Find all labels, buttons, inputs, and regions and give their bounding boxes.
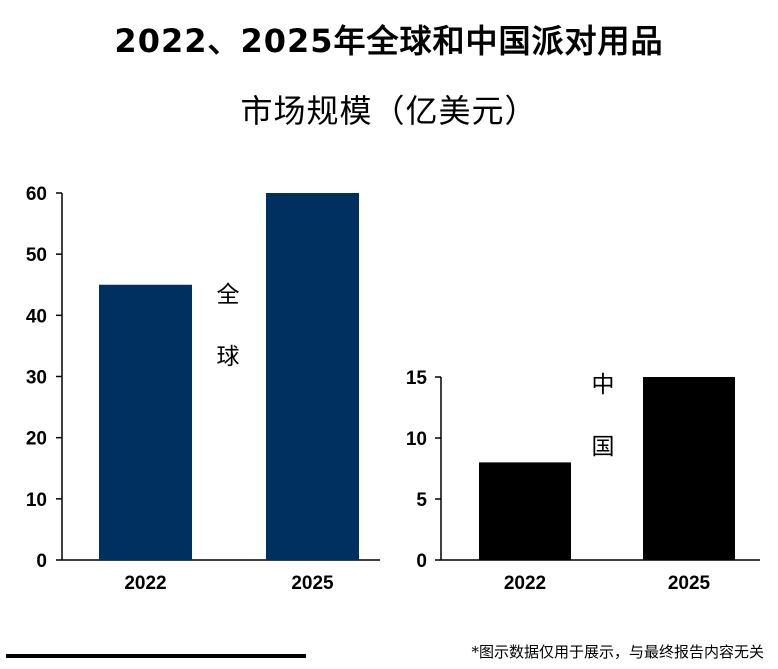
panel-1-y-tick-label: 10 bbox=[26, 490, 47, 511]
panel-1-bar bbox=[266, 193, 359, 560]
footer-divider bbox=[6, 654, 306, 658]
panel-1-y-tick-label: 60 bbox=[26, 184, 47, 205]
panel-2-series-label-char: 中 bbox=[592, 372, 615, 398]
footnote: *图示数据仅用于展示，与最终报告内容无关 bbox=[471, 643, 764, 661]
panel-1-y-tick-label: 40 bbox=[26, 306, 47, 327]
chart-title-line2: 市场规模（亿美元） bbox=[240, 92, 538, 130]
panel-1-series-label-char: 球 bbox=[217, 344, 240, 370]
panel-2-x-tick-label: 2022 bbox=[504, 573, 546, 594]
panel-1-y-tick-label: 20 bbox=[26, 429, 47, 450]
panel-2-y-tick-label: 0 bbox=[416, 551, 427, 572]
panel-1-y-tick-label: 50 bbox=[26, 245, 47, 266]
panel-2-y-tick-label: 15 bbox=[406, 368, 428, 389]
panel-2-y-tick-label: 5 bbox=[416, 490, 427, 511]
panel-1-x-tick-label: 2025 bbox=[291, 573, 334, 594]
panel-1-x-tick-label: 2022 bbox=[124, 573, 166, 594]
panel-1-bar bbox=[99, 284, 192, 560]
panel-2-bar bbox=[643, 377, 735, 560]
panel-2-y-tick-label: 10 bbox=[406, 429, 427, 450]
panel-2-series-label-char: 国 bbox=[592, 434, 615, 460]
panel-1-y-tick-label: 30 bbox=[26, 368, 47, 389]
panel-1-series-label-char: 全 bbox=[217, 282, 240, 308]
chart-title-line1: 2022、2025年全球和中国派对用品 bbox=[114, 22, 664, 60]
panel-2-bar bbox=[479, 462, 571, 560]
panel-2-x-tick-label: 2025 bbox=[668, 573, 711, 594]
panel-1-y-tick-label: 0 bbox=[36, 551, 47, 572]
